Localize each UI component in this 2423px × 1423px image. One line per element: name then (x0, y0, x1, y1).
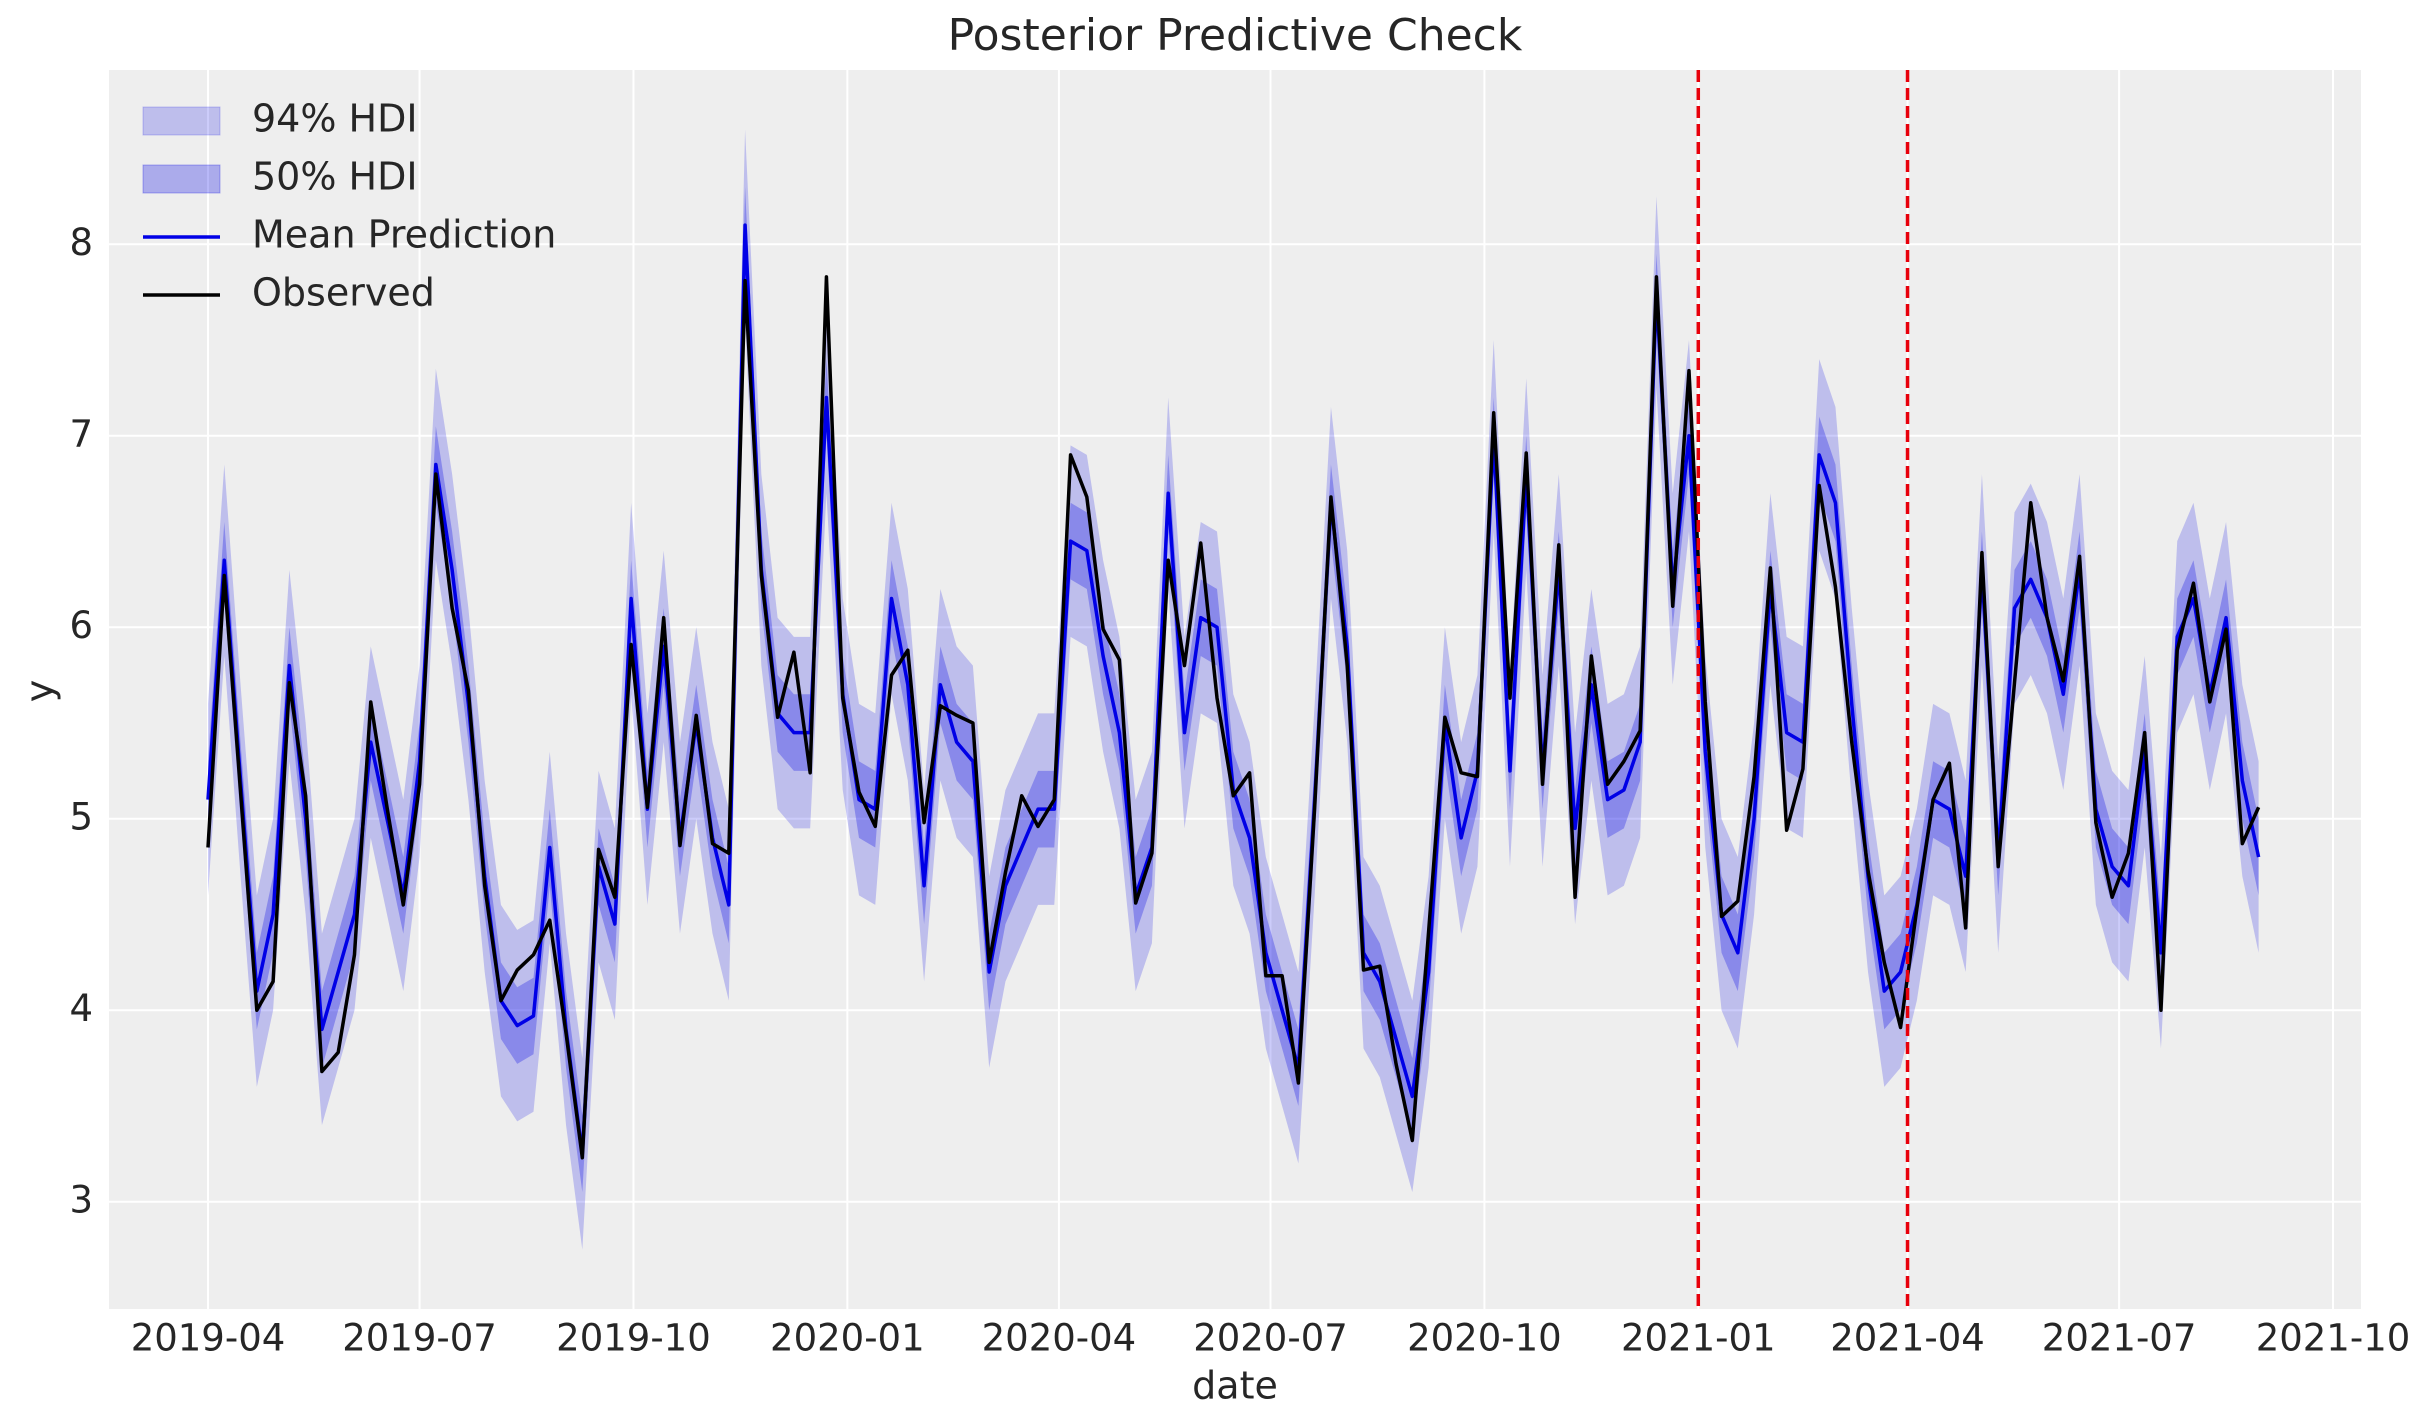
x-tick-label: 2019-07 (342, 1317, 497, 1360)
y-tick-label: 7 (69, 412, 93, 455)
plot-area (109, 70, 2361, 1309)
y-tick-label: 5 (69, 795, 93, 838)
legend-label: Observed (252, 271, 435, 315)
x-tick-label: 2019-10 (556, 1317, 711, 1360)
hdi-band (208, 129, 2259, 1250)
x-tick-label: 2021-10 (2256, 1317, 2411, 1360)
legend-label: 50% HDI (252, 155, 418, 199)
y-tick-label: 3 (69, 1178, 93, 1221)
legend-label: 94% HDI (252, 97, 418, 141)
y-tick-label: 4 (69, 987, 93, 1030)
legend-label: Mean Prediction (252, 213, 556, 257)
x-tick-label: 2021-04 (1830, 1317, 1985, 1360)
legend-swatch (142, 106, 221, 136)
x-tick-label: 2020-01 (770, 1317, 925, 1360)
x-tick-label: 2021-01 (1621, 1317, 1776, 1360)
y-tick-label: 6 (69, 604, 93, 647)
x-tick-label: 2020-07 (1193, 1317, 1348, 1360)
x-tick-label: 2020-04 (982, 1317, 1137, 1360)
legend-swatch (142, 164, 221, 194)
y-tick-label: 8 (69, 221, 93, 264)
y-axis-label: y (18, 680, 62, 703)
series-line (206, 275, 2261, 1160)
chart-title: Posterior Predictive Check (948, 10, 1523, 61)
x-axis-label: date (1192, 1364, 1278, 1408)
hdi-band (208, 186, 2259, 1193)
x-tick-label: 2021-07 (2042, 1317, 2197, 1360)
x-tick-label: 2019-04 (131, 1317, 286, 1360)
x-tick-label: 2020-10 (1407, 1317, 1562, 1360)
